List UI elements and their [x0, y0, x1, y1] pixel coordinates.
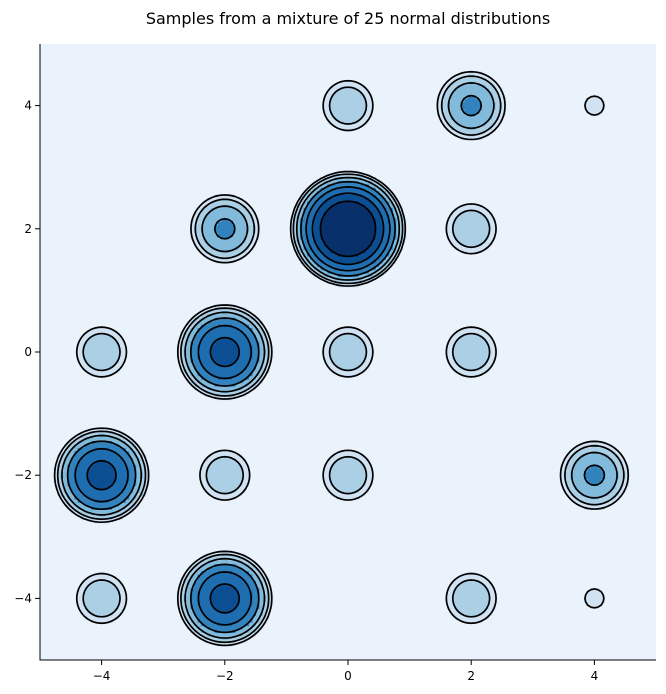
x-tick-label: 4 [591, 669, 599, 683]
y-tick-label: 4 [24, 99, 32, 113]
axes: −4 −2 0 2 4 −4 −2 0 2 4 [14, 44, 656, 683]
contour-line-level-6 [86, 192, 385, 614]
contour-line-level-7 [319, 200, 377, 258]
contour-line-level-1 [53, 70, 630, 647]
contour-line-level-5 [74, 186, 391, 626]
x-tick-label: −2 [216, 669, 234, 683]
y-tick-label: −2 [14, 468, 32, 482]
x-tick-label: 0 [344, 669, 352, 683]
x-tick-label: 2 [467, 669, 475, 683]
contour-line-level-2 [56, 75, 625, 644]
contour-line-level-3 [61, 82, 618, 639]
chart-title: Samples from a mixture of 25 normal dist… [146, 9, 550, 28]
plot-area [40, 44, 656, 660]
x-tick-label: −4 [93, 669, 111, 683]
contour-fill-level-7 [320, 201, 376, 257]
contour-fill-level-2 [57, 74, 626, 644]
contour-layer [53, 70, 630, 647]
y-tick-label: −4 [14, 591, 32, 605]
y-tick-label: 2 [24, 222, 32, 236]
y-tick-label: 0 [24, 345, 32, 359]
contour-line-level-4 [66, 94, 606, 634]
